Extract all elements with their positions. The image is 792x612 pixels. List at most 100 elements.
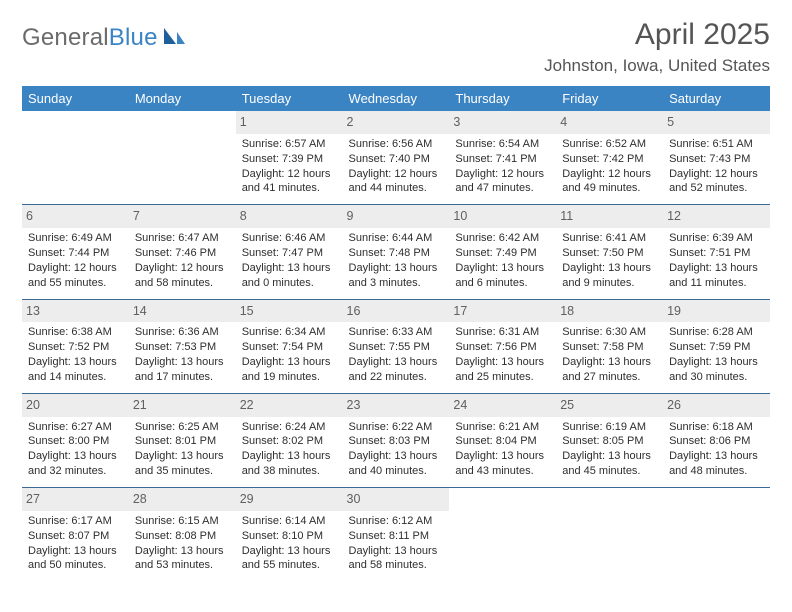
sunrise-text: Sunrise: 6:19 AM	[562, 420, 657, 435]
sunrise-text: Sunrise: 6:38 AM	[28, 325, 123, 340]
daylight-text: Daylight: 13 hours and 3 minutes.	[349, 261, 444, 291]
sunrise-text: Sunrise: 6:42 AM	[455, 231, 550, 246]
logo-word-general: General	[22, 24, 109, 51]
calendar-cell: 16Sunrise: 6:33 AMSunset: 7:55 PMDayligh…	[343, 299, 450, 393]
calendar-cell	[449, 488, 556, 582]
weekday-header: Sunday Monday Tuesday Wednesday Thursday…	[22, 86, 770, 111]
daylight-text: Daylight: 12 hours and 44 minutes.	[349, 167, 444, 197]
sunset-text: Sunset: 8:11 PM	[349, 529, 444, 544]
calendar-cell: 29Sunrise: 6:14 AMSunset: 8:10 PMDayligh…	[236, 488, 343, 582]
calendar-cell: 1Sunrise: 6:57 AMSunset: 7:39 PMDaylight…	[236, 111, 343, 205]
sunset-text: Sunset: 7:55 PM	[349, 340, 444, 355]
sunset-text: Sunset: 8:06 PM	[669, 434, 764, 449]
sunset-text: Sunset: 7:49 PM	[455, 246, 550, 261]
sunset-text: Sunset: 7:52 PM	[28, 340, 123, 355]
calendar-cell: 30Sunrise: 6:12 AMSunset: 8:11 PMDayligh…	[343, 488, 450, 582]
daylight-text: Daylight: 12 hours and 41 minutes.	[242, 167, 337, 197]
sunset-text: Sunset: 8:02 PM	[242, 434, 337, 449]
day-number: 18	[556, 300, 663, 323]
day-number: 22	[236, 394, 343, 417]
sunset-text: Sunset: 8:05 PM	[562, 434, 657, 449]
daylight-text: Daylight: 13 hours and 55 minutes.	[242, 544, 337, 574]
day-number: 28	[129, 488, 236, 511]
calendar-row: 1Sunrise: 6:57 AMSunset: 7:39 PMDaylight…	[22, 111, 770, 205]
logo-text: GeneralBlue	[22, 24, 158, 52]
calendar-cell: 19Sunrise: 6:28 AMSunset: 7:59 PMDayligh…	[663, 299, 770, 393]
sunset-text: Sunset: 7:56 PM	[455, 340, 550, 355]
sunset-text: Sunset: 7:47 PM	[242, 246, 337, 261]
sunset-text: Sunset: 7:41 PM	[455, 152, 550, 167]
sunrise-text: Sunrise: 6:39 AM	[669, 231, 764, 246]
calendar-cell: 21Sunrise: 6:25 AMSunset: 8:01 PMDayligh…	[129, 393, 236, 487]
day-number: 4	[556, 111, 663, 134]
sunset-text: Sunset: 8:04 PM	[455, 434, 550, 449]
day-number: 1	[236, 111, 343, 134]
calendar-cell	[129, 111, 236, 205]
calendar-cell: 22Sunrise: 6:24 AMSunset: 8:02 PMDayligh…	[236, 393, 343, 487]
calendar-cell: 28Sunrise: 6:15 AMSunset: 8:08 PMDayligh…	[129, 488, 236, 582]
daylight-text: Daylight: 13 hours and 25 minutes.	[455, 355, 550, 385]
sunset-text: Sunset: 7:58 PM	[562, 340, 657, 355]
calendar-cell: 14Sunrise: 6:36 AMSunset: 7:53 PMDayligh…	[129, 299, 236, 393]
daylight-text: Daylight: 13 hours and 19 minutes.	[242, 355, 337, 385]
daylight-text: Daylight: 13 hours and 48 minutes.	[669, 449, 764, 479]
daylight-text: Daylight: 13 hours and 40 minutes.	[349, 449, 444, 479]
calendar-cell: 26Sunrise: 6:18 AMSunset: 8:06 PMDayligh…	[663, 393, 770, 487]
calendar-cell: 27Sunrise: 6:17 AMSunset: 8:07 PMDayligh…	[22, 488, 129, 582]
calendar-cell	[556, 488, 663, 582]
day-number: 27	[22, 488, 129, 511]
day-number: 8	[236, 205, 343, 228]
daylight-text: Daylight: 13 hours and 9 minutes.	[562, 261, 657, 291]
calendar-table: Sunday Monday Tuesday Wednesday Thursday…	[22, 86, 770, 581]
sunrise-text: Sunrise: 6:46 AM	[242, 231, 337, 246]
sunset-text: Sunset: 8:01 PM	[135, 434, 230, 449]
calendar-cell: 12Sunrise: 6:39 AMSunset: 7:51 PMDayligh…	[663, 205, 770, 299]
day-number: 17	[449, 300, 556, 323]
weekday-saturday: Saturday	[663, 86, 770, 111]
logo-sail-icon	[162, 26, 186, 51]
sunrise-text: Sunrise: 6:47 AM	[135, 231, 230, 246]
sunrise-text: Sunrise: 6:17 AM	[28, 514, 123, 529]
daylight-text: Daylight: 13 hours and 50 minutes.	[28, 544, 123, 574]
day-number: 26	[663, 394, 770, 417]
day-number: 11	[556, 205, 663, 228]
day-number: 24	[449, 394, 556, 417]
logo-word-blue: Blue	[109, 24, 158, 51]
calendar-cell: 3Sunrise: 6:54 AMSunset: 7:41 PMDaylight…	[449, 111, 556, 205]
daylight-text: Daylight: 13 hours and 35 minutes.	[135, 449, 230, 479]
daylight-text: Daylight: 13 hours and 22 minutes.	[349, 355, 444, 385]
day-number: 23	[343, 394, 450, 417]
sunrise-text: Sunrise: 6:49 AM	[28, 231, 123, 246]
sunrise-text: Sunrise: 6:57 AM	[242, 137, 337, 152]
sunset-text: Sunset: 7:43 PM	[669, 152, 764, 167]
daylight-text: Daylight: 13 hours and 27 minutes.	[562, 355, 657, 385]
sunrise-text: Sunrise: 6:30 AM	[562, 325, 657, 340]
day-number: 13	[22, 300, 129, 323]
weekday-tuesday: Tuesday	[236, 86, 343, 111]
calendar-cell: 4Sunrise: 6:52 AMSunset: 7:42 PMDaylight…	[556, 111, 663, 205]
calendar-cell: 9Sunrise: 6:44 AMSunset: 7:48 PMDaylight…	[343, 205, 450, 299]
header: GeneralBlue April 2025 Johnston, Iowa, U…	[22, 18, 770, 76]
day-number: 2	[343, 111, 450, 134]
calendar-cell: 23Sunrise: 6:22 AMSunset: 8:03 PMDayligh…	[343, 393, 450, 487]
sunrise-text: Sunrise: 6:22 AM	[349, 420, 444, 435]
sunset-text: Sunset: 7:53 PM	[135, 340, 230, 355]
daylight-text: Daylight: 12 hours and 47 minutes.	[455, 167, 550, 197]
calendar-cell: 13Sunrise: 6:38 AMSunset: 7:52 PMDayligh…	[22, 299, 129, 393]
sunrise-text: Sunrise: 6:34 AM	[242, 325, 337, 340]
calendar-body: 1Sunrise: 6:57 AMSunset: 7:39 PMDaylight…	[22, 111, 770, 581]
day-number: 7	[129, 205, 236, 228]
sunrise-text: Sunrise: 6:24 AM	[242, 420, 337, 435]
daylight-text: Daylight: 12 hours and 58 minutes.	[135, 261, 230, 291]
calendar-cell: 5Sunrise: 6:51 AMSunset: 7:43 PMDaylight…	[663, 111, 770, 205]
daylight-text: Daylight: 12 hours and 49 minutes.	[562, 167, 657, 197]
sunrise-text: Sunrise: 6:41 AM	[562, 231, 657, 246]
day-number: 6	[22, 205, 129, 228]
sunrise-text: Sunrise: 6:54 AM	[455, 137, 550, 152]
day-number: 12	[663, 205, 770, 228]
day-number: 9	[343, 205, 450, 228]
sunset-text: Sunset: 7:44 PM	[28, 246, 123, 261]
calendar-cell: 11Sunrise: 6:41 AMSunset: 7:50 PMDayligh…	[556, 205, 663, 299]
daylight-text: Daylight: 13 hours and 53 minutes.	[135, 544, 230, 574]
sunset-text: Sunset: 8:10 PM	[242, 529, 337, 544]
